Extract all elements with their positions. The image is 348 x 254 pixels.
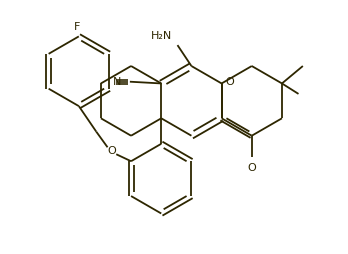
Text: N: N bbox=[112, 77, 121, 87]
Text: O: O bbox=[247, 163, 256, 173]
Text: H₂N: H₂N bbox=[151, 31, 172, 41]
Text: O: O bbox=[108, 146, 116, 156]
Text: F: F bbox=[74, 22, 80, 32]
Text: O: O bbox=[225, 77, 234, 87]
